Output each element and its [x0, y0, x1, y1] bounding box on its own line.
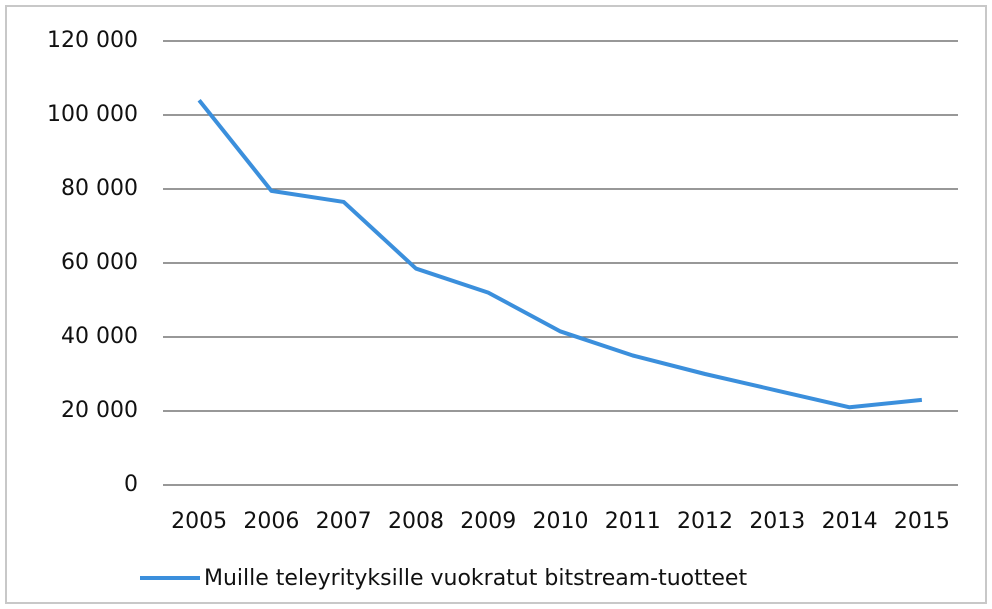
y-tick-label: 40 000	[61, 324, 138, 349]
y-tick-label: 100 000	[47, 102, 138, 127]
x-tick-label: 2014	[822, 509, 878, 534]
x-tick-label: 2015	[894, 509, 950, 534]
chart-frame	[5, 5, 987, 604]
legend-label: Muille teleyrityksille vuokratut bitstre…	[204, 566, 747, 591]
x-tick-label: 2006	[243, 509, 299, 534]
x-tick-label: 2008	[388, 509, 444, 534]
x-tick-label: 2010	[533, 509, 589, 534]
x-tick-label: 2012	[677, 509, 733, 534]
y-tick-label: 60 000	[61, 250, 138, 275]
data-line	[197, 98, 923, 410]
y-tick-label: 0	[124, 472, 138, 497]
y-tick-label: 80 000	[61, 176, 138, 201]
y-tick-label: 20 000	[61, 398, 138, 423]
x-tick-label: 2007	[316, 509, 372, 534]
x-tick-label: 2013	[749, 509, 805, 534]
x-tick-label: 2005	[171, 509, 227, 534]
x-tick-label: 2011	[605, 509, 661, 534]
y-tick-label: 120 000	[47, 28, 138, 53]
x-tick-label: 2009	[460, 509, 516, 534]
